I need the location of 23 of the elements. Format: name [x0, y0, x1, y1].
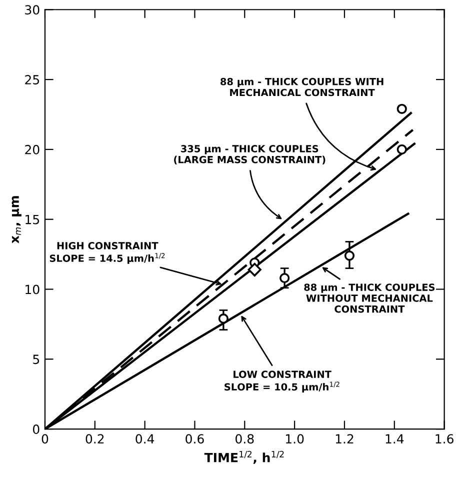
x-tick-label: 0.6 — [186, 434, 204, 444]
x-tick-label: 0.2 — [86, 434, 104, 444]
y-tick-label: 25 — [25, 74, 40, 84]
y-tick-label: 10 — [26, 284, 40, 294]
annotation: LOW CONSTRAINT SLOPE = 10.5 μm/h$^{1/2}$ — [224, 370, 340, 392]
y-tick-label: 5 — [33, 354, 40, 364]
annotation: 88 μm - THICK COUPLES WITHOUT MECHANICAL CONSTRAINT — [304, 284, 435, 313]
annotation: 88 μm - THICK COUPLES WITH MECHANICAL CONSTRAINT — [220, 78, 384, 96]
x-tick-label: 1.6 — [436, 434, 454, 444]
x-tick-label: 0 — [42, 434, 48, 444]
y-tick-label: 20 — [25, 144, 40, 154]
x-tick-label: 0.4 — [136, 434, 154, 444]
annotation: HIGH CONSTRAINT SLOPE = 14.5 μm/h$^{1/2}$ — [50, 242, 165, 264]
x-axis-title: TIME$^{1/2}$, h$^{1/2}$ — [204, 450, 284, 464]
x-tick-label: 1.4 — [386, 434, 404, 444]
y-tick-label: 15 — [26, 214, 40, 224]
y-axis-title: x$_{m}$, μm — [12, 196, 22, 244]
x-tick-label: 1.0 — [286, 434, 304, 444]
y-tick-label: 30 — [25, 5, 40, 15]
annotation: 335 μm - THICK COUPLES (LARGE MASS CONSTRAINT) — [174, 145, 326, 164]
x-tick-label: 0.8 — [236, 434, 254, 444]
x-tick-label: 1.2 — [336, 434, 354, 444]
y-tick-label: 0 — [32, 424, 40, 434]
